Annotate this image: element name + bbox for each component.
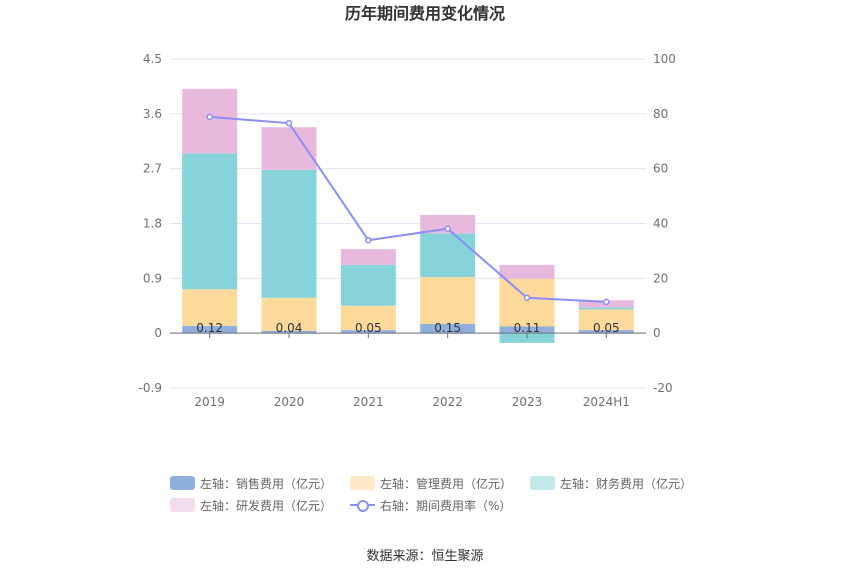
left-axis-tick-label: 3.6 [143, 107, 162, 121]
rate-point [603, 298, 610, 306]
bar-segment-3 [420, 233, 476, 278]
bar-segment-3 [340, 264, 396, 306]
rate-point [285, 119, 293, 127]
legend-label-admin: 左轴：管理费用（亿元） [380, 476, 513, 491]
bar-segment-2 [261, 297, 317, 331]
x-axis-tick-label: 2023 [512, 395, 543, 409]
right-axis-tick-label: 20 [653, 271, 668, 285]
x-axis-tick-label: 2022 [432, 395, 463, 409]
legend-item-rate[interactable]: 右轴：期间费用率（%） [350, 497, 511, 514]
bar-segment-1 [578, 330, 634, 334]
right-axis-tick-label: 0 [653, 326, 661, 340]
rate-line [209, 115, 607, 303]
x-axis-labels: 2019 2020 2021 2022 2023 2024H1 [194, 395, 630, 409]
legend-label-sales: 左轴：销售费用（亿元） [200, 476, 333, 491]
legend-swatch-rate [350, 498, 376, 512]
rate-point [365, 236, 372, 244]
right-axis-tick-label: 60 [653, 162, 668, 176]
data-label: 0.04 [276, 321, 303, 335]
bar-segment-2 [420, 277, 476, 325]
legend-swatch-admin [350, 476, 376, 490]
legend-label-rnd: 左轴：研发费用（亿元） [200, 498, 333, 513]
data-label: 0.05 [593, 321, 620, 335]
x-axis-tick-label: 2020 [274, 395, 305, 409]
legend-item-sales[interactable]: 左轴：销售费用（亿元） [170, 475, 332, 492]
data-label: 0.05 [355, 321, 382, 335]
bar-segment-1 [499, 326, 555, 334]
x-axis-tick-label: 2024H1 [583, 395, 630, 409]
legend-row-1: 左轴：销售费用（亿元） 左轴：管理费用（亿元） 左轴：财务费用（亿元） [170, 472, 730, 494]
bar-segment-4 [340, 249, 396, 265]
right-axis-tick-label: 100 [653, 52, 676, 66]
legend-item-finance[interactable]: 左轴：财务费用（亿元） [530, 475, 692, 492]
legend-item-admin[interactable]: 左轴：管理费用（亿元） [350, 475, 512, 492]
legend-label-rate: 右轴：期间费用率（%） [380, 498, 512, 513]
left-axis-labels: 4.5 3.6 2.7 1.8 0.9 0 -0.9 [139, 52, 162, 395]
bar-segment-2 [340, 305, 396, 331]
bar-segment-4 [420, 214, 476, 234]
legend-swatch-finance [530, 476, 556, 490]
data-label: 0.15 [434, 321, 461, 335]
left-axis-tick-label: -0.9 [139, 381, 162, 395]
left-axis-tick-label: 2.7 [143, 162, 162, 176]
zero-axis [170, 332, 646, 339]
data-label: 0.11 [514, 321, 541, 335]
legend-label-finance: 左轴：财务费用（亿元） [560, 476, 693, 491]
bar-segment-3 [182, 153, 238, 290]
data-label: 0.12 [196, 321, 223, 335]
left-axis-tick-label: 0.9 [143, 271, 162, 285]
bar-segment-1 [261, 330, 317, 334]
left-axis-tick-label: 1.8 [143, 217, 162, 231]
rate-point [444, 225, 451, 232]
x-axis-tick-label: 2021 [353, 395, 384, 409]
left-axis-tick-label: 0 [154, 326, 162, 340]
x-axis-tick-label: 2019 [194, 395, 225, 409]
data-source: 数据来源：恒生聚源 [366, 549, 484, 564]
bar-segment-2 [182, 289, 238, 326]
legend-item-rnd[interactable]: 左轴：研发费用（亿元） [170, 497, 332, 514]
legend: 左轴：销售费用（亿元） 左轴：管理费用（亿元） 左轴：财务费用（亿元） 左轴：研… [170, 472, 730, 516]
grid-lines [170, 58, 646, 389]
left-axis-tick-label: 4.5 [143, 52, 162, 66]
bar-segment-1 [182, 325, 238, 334]
bar-group [182, 88, 634, 343]
bar-segment-4 [499, 264, 555, 279]
legend-row-2: 左轴：研发费用（亿元） 右轴：期间费用率（%） [170, 494, 730, 516]
chart-title: 历年期间费用变化情况 [345, 4, 505, 23]
right-axis-tick-label: 80 [653, 107, 668, 121]
bar-segment-3 [261, 169, 317, 298]
data-labels: 0.12 0.04 0.05 0.15 0.11 0.05 [196, 321, 619, 335]
legend-swatch-rnd [170, 498, 195, 512]
bar-segment-3 [578, 307, 634, 310]
legend-swatch-sales [170, 476, 195, 490]
right-axis-labels: 100 80 60 40 20 0 -20 [653, 52, 676, 395]
right-axis-tick-label: 40 [653, 217, 668, 231]
right-axis-tick-label: -20 [653, 381, 673, 395]
rate-line-group [206, 113, 610, 306]
bar-segment-2 [499, 278, 555, 327]
bar-segment-2 [578, 309, 634, 331]
bar-segment-4 [261, 127, 317, 170]
bar-segment-4 [182, 88, 238, 154]
rate-point [523, 294, 531, 302]
bar-segment-1 [340, 330, 396, 334]
rate-point [206, 113, 213, 121]
bar-segment-1 [420, 324, 476, 334]
